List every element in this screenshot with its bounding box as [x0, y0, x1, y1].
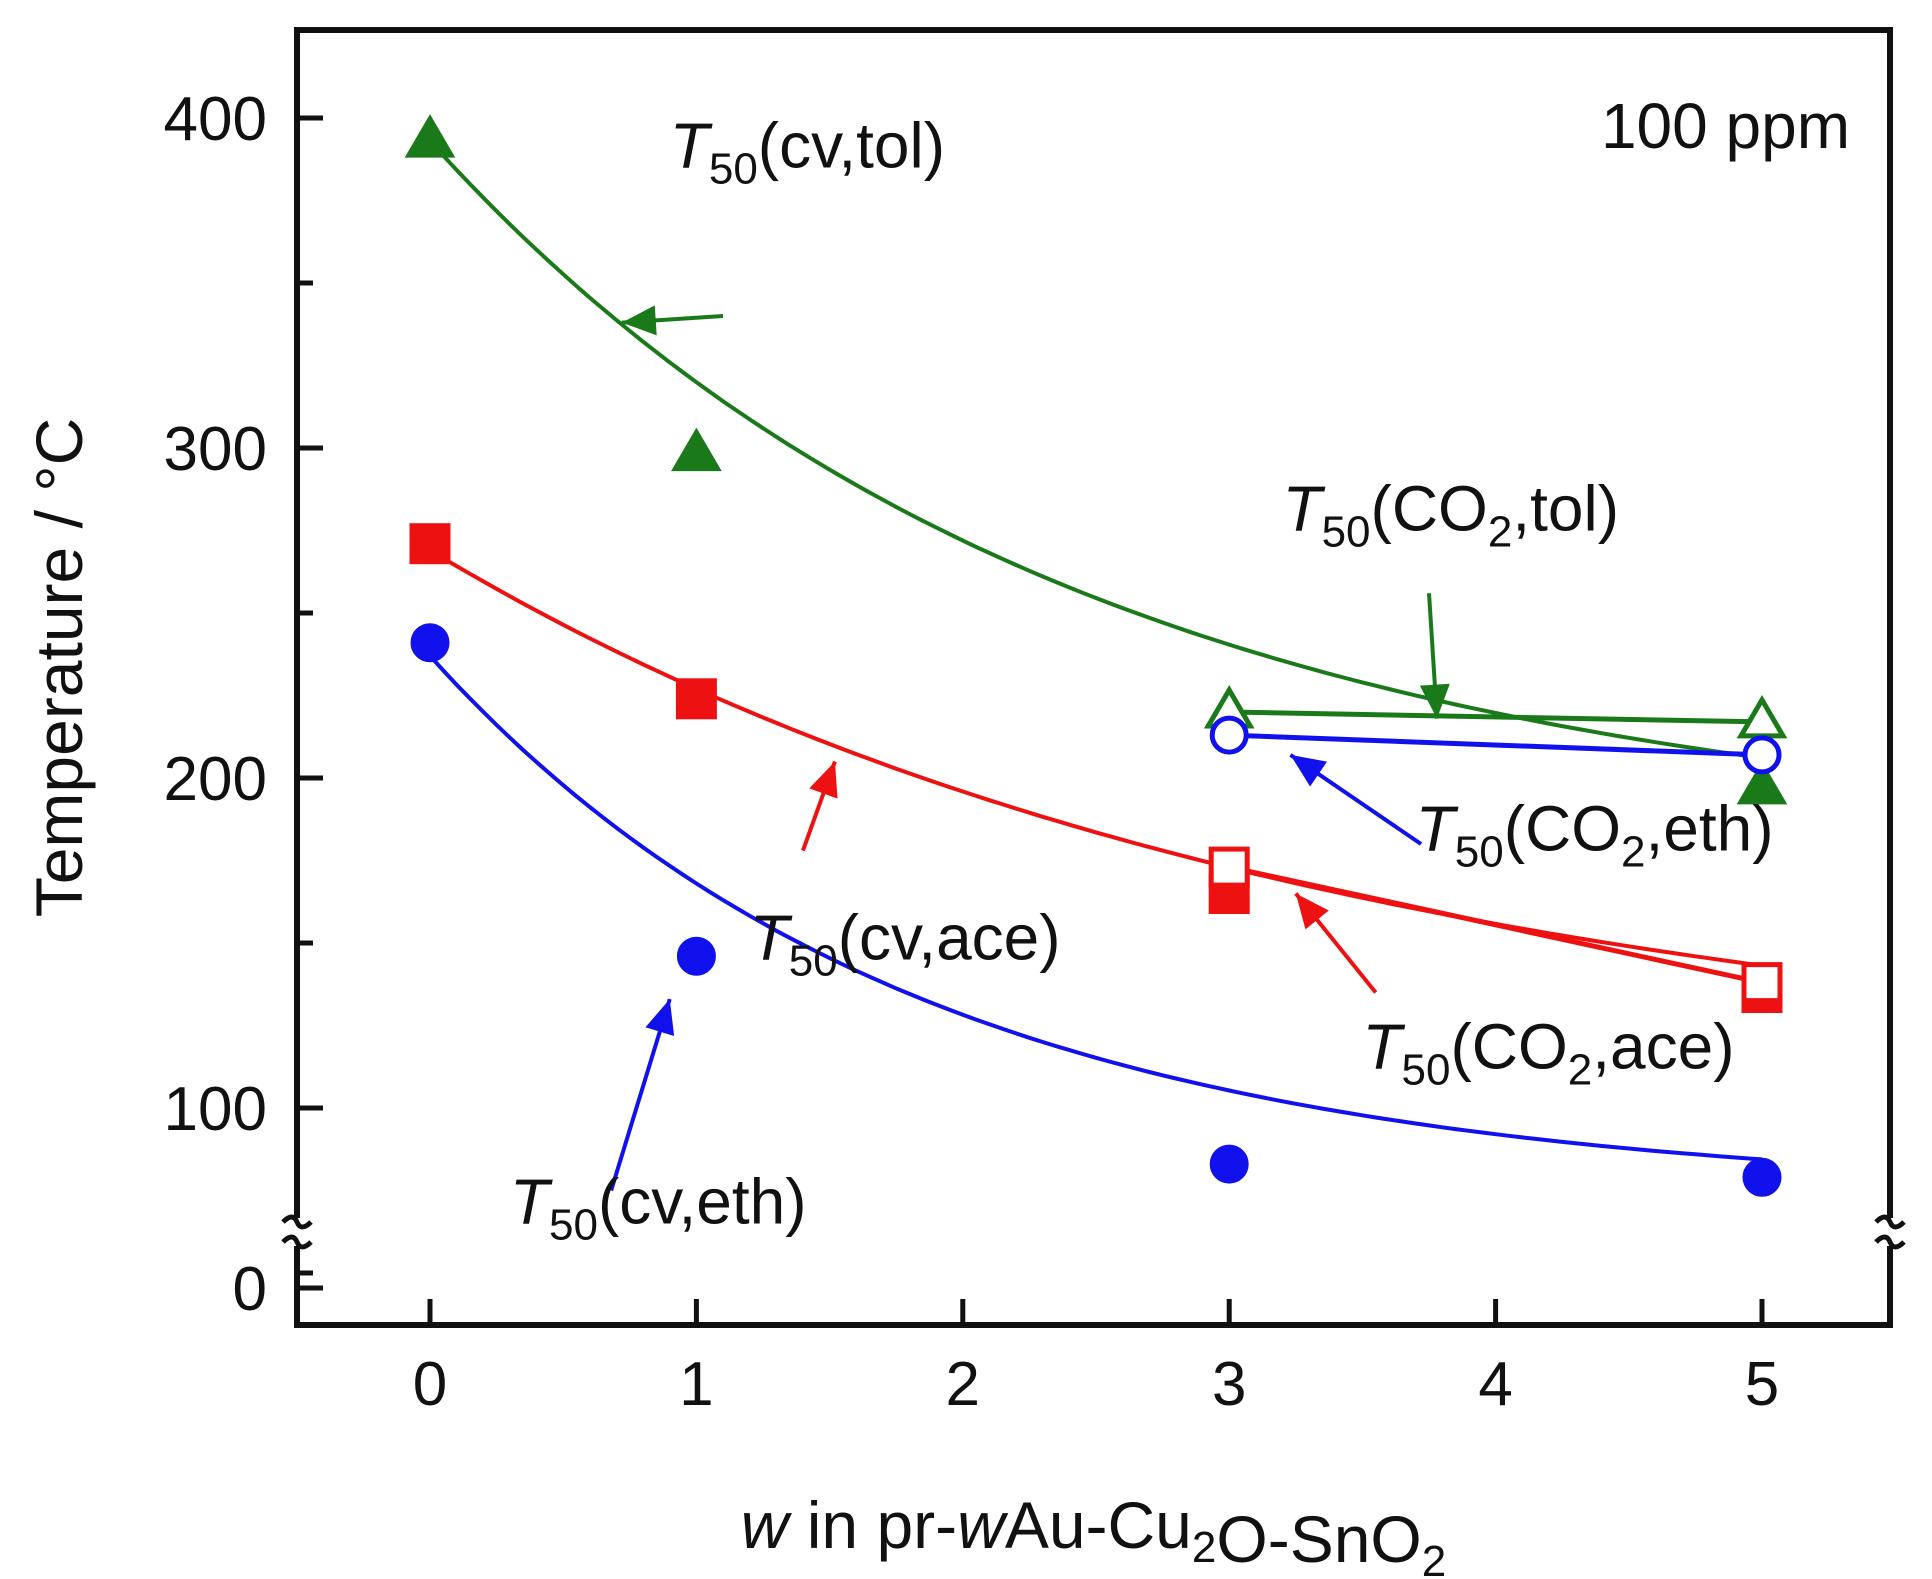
annotation-label: T50(CO2,tol)	[1282, 473, 1619, 557]
marker-T50(cv,tol)	[1736, 760, 1788, 805]
annotation-rest: (CO	[1371, 473, 1488, 545]
annotation-base: T	[670, 110, 713, 182]
arrows-layer	[609, 305, 1450, 1192]
marker-T50(CO2,tol)	[1736, 694, 1788, 739]
fit-curve-T50(cv,eth)	[428, 654, 1763, 1162]
arrow-head-T50(cv,tol)	[621, 305, 657, 336]
left-axis-break-upper	[281, 1214, 313, 1230]
arrow-head-T50(CO2,tol)	[1419, 683, 1450, 719]
marker-T50(cv,ace)	[409, 523, 451, 565]
x-axis-title-part: w	[957, 1488, 1009, 1562]
annotation-rest: (cv,tol)	[758, 110, 945, 182]
annotation-base: T	[1282, 473, 1325, 545]
annotation-rest: ,eth)	[1646, 793, 1774, 865]
marker-T50(cv,ace)	[675, 678, 717, 720]
marker-T50(cv,tol)	[671, 427, 722, 472]
y-tick-label: 0	[233, 1255, 267, 1324]
x-axis-title: w in pr-wAu-Cu2O-SnO2	[741, 1488, 1447, 1579]
x-tick-label: 3	[1212, 1350, 1246, 1419]
annotation-base: T	[1362, 1010, 1405, 1082]
axes-layer	[281, 27, 1906, 1328]
marker-T50(cv,eth)	[410, 623, 450, 663]
annotation-rest-subscript: 2	[1621, 828, 1645, 877]
connector-T50(CO2,tol)	[1229, 709, 1763, 725]
y-tick-label: 400	[164, 85, 267, 154]
x-tick-label: 1	[679, 1350, 713, 1419]
annotation-rest: ,tol)	[1512, 473, 1619, 545]
right-axis-break-upper	[1874, 1214, 1906, 1230]
x-axis-title-part: 2	[1422, 1537, 1446, 1579]
annotation-subscript: 50	[549, 1201, 598, 1250]
annotation-subscript: 50	[1455, 828, 1504, 877]
marker-T50(cv,eth)	[1209, 1144, 1249, 1184]
connector-T50(CO2,ace)	[1228, 864, 1763, 986]
annotation-label: T50(CO2,eth)	[1416, 793, 1774, 877]
annotation-subscript: 50	[1322, 508, 1371, 557]
annotation-label: T50(cv,eth)	[510, 1166, 807, 1250]
left-axis-break-lower	[281, 1234, 313, 1250]
annotation-subscript: 50	[789, 937, 838, 986]
annotation-label: T50(CO2,ace)	[1362, 1010, 1734, 1094]
x-axis-title-part: O-SnO	[1216, 1502, 1421, 1576]
y-axis-title: Temperature / °C	[22, 418, 96, 918]
marker-T50(CO2,ace)	[1741, 962, 1783, 1004]
x-axis-title-part: Au-Cu	[1005, 1488, 1192, 1562]
x-tick-label: 0	[413, 1350, 447, 1419]
annotation-rest: (CO	[1450, 1010, 1567, 1082]
annotation-label: T50(cv,tol)	[670, 110, 945, 194]
marker-T50(cv,eth)	[1742, 1157, 1782, 1197]
arrow-head-T50(cv,eth)	[645, 999, 675, 1037]
x-axis-title-part: 2	[1192, 1523, 1216, 1572]
annotation-base: T	[510, 1166, 553, 1238]
arrow-head-T50(CO2,eth)	[1290, 754, 1328, 787]
annotation-rest-subscript: 2	[1568, 1045, 1592, 1094]
x-axis-title-part: w	[741, 1488, 793, 1562]
x-tick-label: 4	[1478, 1350, 1512, 1419]
arrow-head-T50(cv,ace)	[809, 761, 838, 799]
plot-frame	[294, 27, 1893, 1328]
connector-lines-layer	[1228, 709, 1763, 986]
y-tick-label: 300	[164, 415, 267, 484]
connector-T50(CO2,eth)	[1229, 732, 1763, 758]
fit-curve-T50(cv,ace)	[428, 548, 1763, 968]
annotation-base: T	[1416, 793, 1459, 865]
fit-curves-layer	[428, 139, 1763, 1162]
fit-curve-T50(cv,tol)	[428, 139, 1763, 760]
marker-T50(CO2,eth)	[1209, 715, 1249, 755]
annotation-rest: (cv,ace)	[838, 902, 1061, 974]
annotation-rest: ,ace)	[1592, 1010, 1734, 1082]
marker-T50(CO2,eth)	[1742, 735, 1782, 775]
text-layer: 0 100 200 300 400 0 1 2 3 4 5 Temperature / °C w in …	[22, 85, 1850, 1579]
annotation-base: T	[750, 902, 793, 974]
y-tick-label: 200	[164, 745, 267, 814]
annotation-rest-subscript: 2	[1488, 508, 1512, 557]
marker-T50(CO2,ace)	[1208, 846, 1250, 888]
right-axis-break-lower	[1874, 1234, 1906, 1250]
markers-layer	[404, 114, 1788, 1197]
marker-T50(cv,eth)	[676, 936, 716, 976]
x-tick-label: 5	[1745, 1350, 1779, 1419]
marker-T50(cv,tol)	[404, 114, 456, 158]
annotation-label: T50(cv,ace)	[750, 902, 1061, 986]
x-axis-title-part: in pr-	[788, 1488, 957, 1562]
y-tick-label: 100	[164, 1075, 267, 1144]
corner-label: 100 ppm	[1601, 90, 1850, 162]
arrow-head-T50(CO2,ace)	[1295, 893, 1329, 930]
x-tick-label: 2	[946, 1350, 980, 1419]
annotation-subscript: 50	[1401, 1045, 1450, 1094]
annotation-subscript: 50	[709, 145, 758, 194]
annotation-rest: (cv,eth)	[598, 1166, 807, 1238]
annotation-rest: (CO	[1504, 793, 1621, 865]
